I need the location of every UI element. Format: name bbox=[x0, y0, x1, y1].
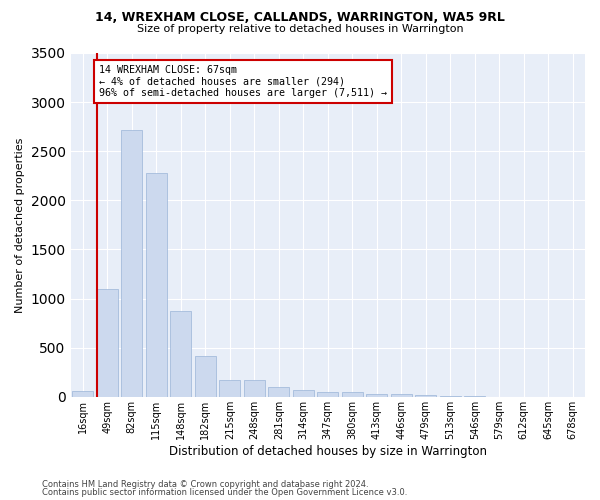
Bar bbox=[170, 312, 191, 397]
Bar bbox=[415, 395, 436, 397]
Bar bbox=[73, 392, 93, 397]
Text: 14, WREXHAM CLOSE, CALLANDS, WARRINGTON, WA5 9RL: 14, WREXHAM CLOSE, CALLANDS, WARRINGTON,… bbox=[95, 11, 505, 24]
Bar bbox=[146, 173, 167, 397]
Text: Size of property relative to detached houses in Warrington: Size of property relative to detached ho… bbox=[137, 24, 463, 34]
X-axis label: Distribution of detached houses by size in Warrington: Distribution of detached houses by size … bbox=[169, 444, 487, 458]
Bar bbox=[293, 390, 314, 397]
Bar bbox=[268, 388, 289, 397]
Text: Contains HM Land Registry data © Crown copyright and database right 2024.: Contains HM Land Registry data © Crown c… bbox=[42, 480, 368, 489]
Bar bbox=[195, 356, 215, 397]
Bar bbox=[317, 392, 338, 397]
Bar bbox=[244, 380, 265, 397]
Text: Contains public sector information licensed under the Open Government Licence v3: Contains public sector information licen… bbox=[42, 488, 407, 497]
Bar bbox=[121, 130, 142, 397]
Bar bbox=[220, 380, 240, 397]
Text: 14 WREXHAM CLOSE: 67sqm
← 4% of detached houses are smaller (294)
96% of semi-de: 14 WREXHAM CLOSE: 67sqm ← 4% of detached… bbox=[100, 65, 388, 98]
Bar bbox=[367, 394, 387, 397]
Bar bbox=[342, 392, 362, 397]
Bar bbox=[440, 396, 461, 397]
Bar bbox=[391, 394, 412, 397]
Y-axis label: Number of detached properties: Number of detached properties bbox=[15, 137, 25, 312]
Bar bbox=[97, 288, 118, 397]
